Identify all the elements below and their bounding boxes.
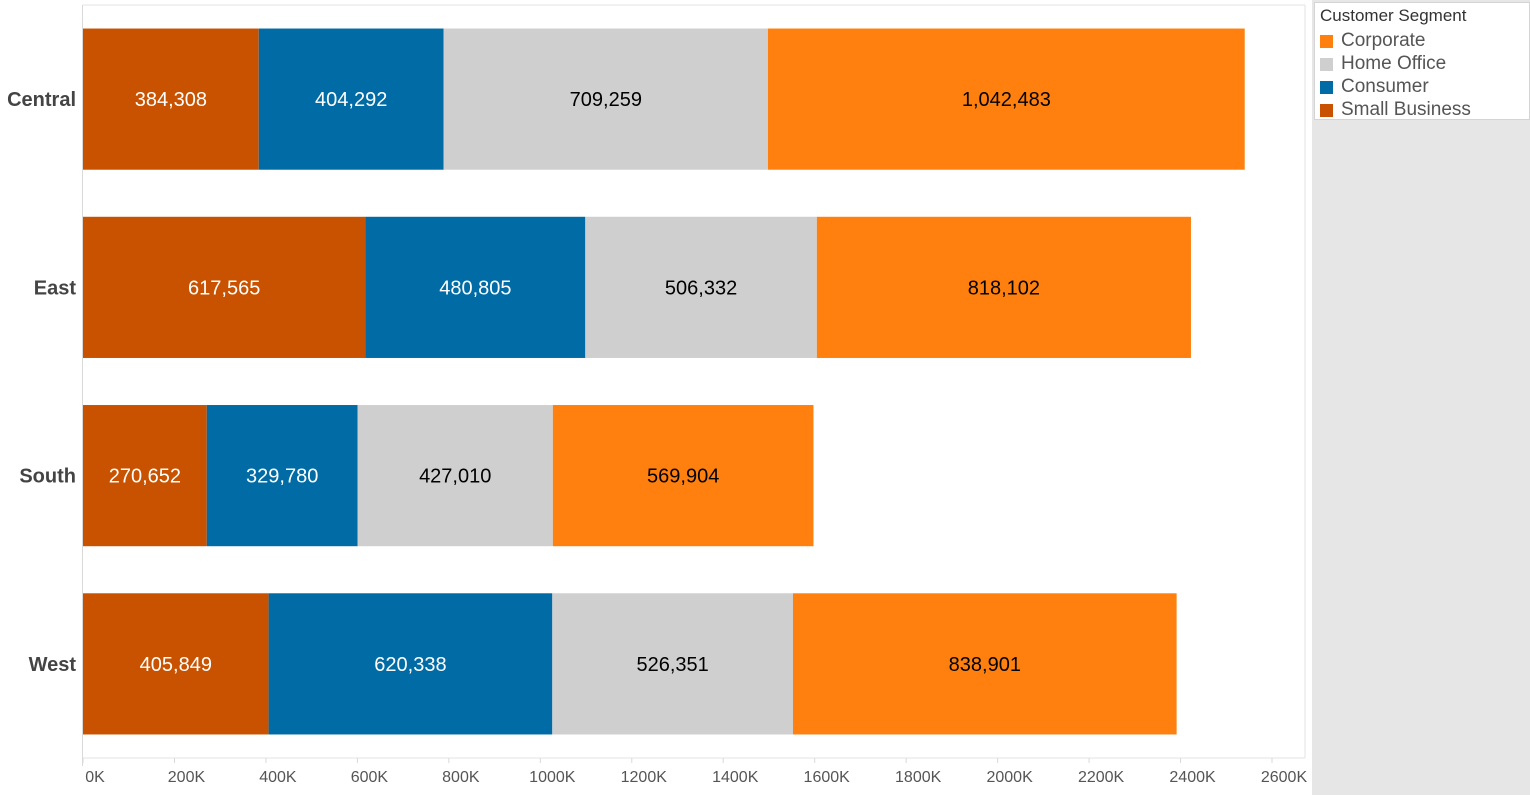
x-tick-label: 1600K	[804, 769, 851, 786]
legend-label: Home Office	[1341, 53, 1447, 74]
legend-swatch	[1320, 80, 1333, 94]
bar-segment[interactable]	[767, 28, 1245, 170]
bar-segment[interactable]	[816, 216, 1191, 358]
bar-segment[interactable]	[258, 28, 444, 170]
data-label: 818,102	[968, 277, 1040, 299]
x-tick-label: 2000K	[986, 769, 1033, 786]
bar-segment[interactable]	[268, 593, 553, 735]
data-label: 270,652	[109, 466, 181, 488]
bar-segment[interactable]	[357, 405, 553, 547]
legend-swatch	[1320, 34, 1333, 48]
category-label: West	[29, 654, 77, 676]
legend-panel: Customer Segment Corporate Home Office Con…	[1312, 0, 1530, 795]
bar-segment[interactable]	[552, 405, 814, 547]
bar-segment[interactable]	[365, 216, 586, 358]
x-tick-label: 1200K	[621, 769, 668, 786]
x-tick-label: 600K	[351, 769, 389, 786]
data-label: 384,308	[135, 89, 207, 111]
legend-item[interactable]: Small Business	[1320, 99, 1471, 121]
data-label: 569,904	[647, 466, 719, 488]
legend-item[interactable]: Consumer	[1320, 76, 1429, 98]
category-label: Central	[7, 89, 76, 111]
legend: Customer Segment Corporate Home Office Con…	[1314, 2, 1530, 120]
x-tick-label: 1800K	[895, 769, 942, 786]
data-label: 526,351	[636, 654, 708, 676]
x-tick-label: 400K	[259, 769, 297, 786]
bar-segment[interactable]	[552, 593, 793, 735]
data-label: 329,780	[246, 466, 318, 488]
stacked-bar-chart: 384,308 404,292 709,259 1,042,483 Central 617…	[7, 4, 1308, 786]
data-label: 709,259	[570, 89, 642, 111]
x-tick-label: 0K	[85, 769, 105, 786]
legend-swatch	[1320, 57, 1333, 71]
bar-segment[interactable]	[792, 593, 1177, 735]
data-label: 838,901	[949, 654, 1021, 676]
bar-segment[interactable]	[83, 405, 207, 547]
bar-segment[interactable]	[83, 216, 366, 358]
x-tick-label: 200K	[168, 769, 206, 786]
x-tick-label: 2200K	[1078, 769, 1125, 786]
data-label: 506,332	[665, 277, 737, 299]
data-label: 480,805	[439, 277, 511, 299]
x-tick-label: 2600K	[1261, 769, 1308, 786]
legend-item[interactable]: Home Office	[1320, 53, 1446, 75]
legend-swatch	[1320, 103, 1333, 117]
category-label: East	[34, 277, 77, 299]
data-label: 405,849	[140, 654, 212, 676]
legend-label: Corporate	[1341, 30, 1426, 51]
bar-segment[interactable]	[206, 405, 358, 547]
x-tick-label: 800K	[442, 769, 480, 786]
x-tick-label: 1400K	[712, 769, 759, 786]
bar-segment[interactable]	[83, 593, 269, 735]
bar-segment[interactable]	[443, 28, 768, 170]
x-tick-label: 2400K	[1169, 769, 1216, 786]
chart-area: 384,308 404,292 709,259 1,042,483 Central 617…	[7, 4, 1308, 786]
category-label: South	[19, 466, 76, 488]
bar-segment[interactable]	[585, 216, 817, 358]
legend-label: Consumer	[1341, 76, 1429, 97]
bar-segment[interactable]	[83, 28, 259, 170]
data-label: 404,292	[315, 89, 387, 111]
data-label: 1,042,483	[962, 89, 1051, 111]
data-label: 620,338	[374, 654, 446, 676]
data-label: 617,565	[188, 277, 260, 299]
legend-label: Small Business	[1341, 99, 1471, 120]
data-label: 427,010	[419, 466, 491, 488]
legend-title: Customer Segment	[1320, 6, 1467, 25]
x-tick-label: 1000K	[529, 769, 576, 786]
legend-item[interactable]: Corporate	[1320, 30, 1426, 52]
